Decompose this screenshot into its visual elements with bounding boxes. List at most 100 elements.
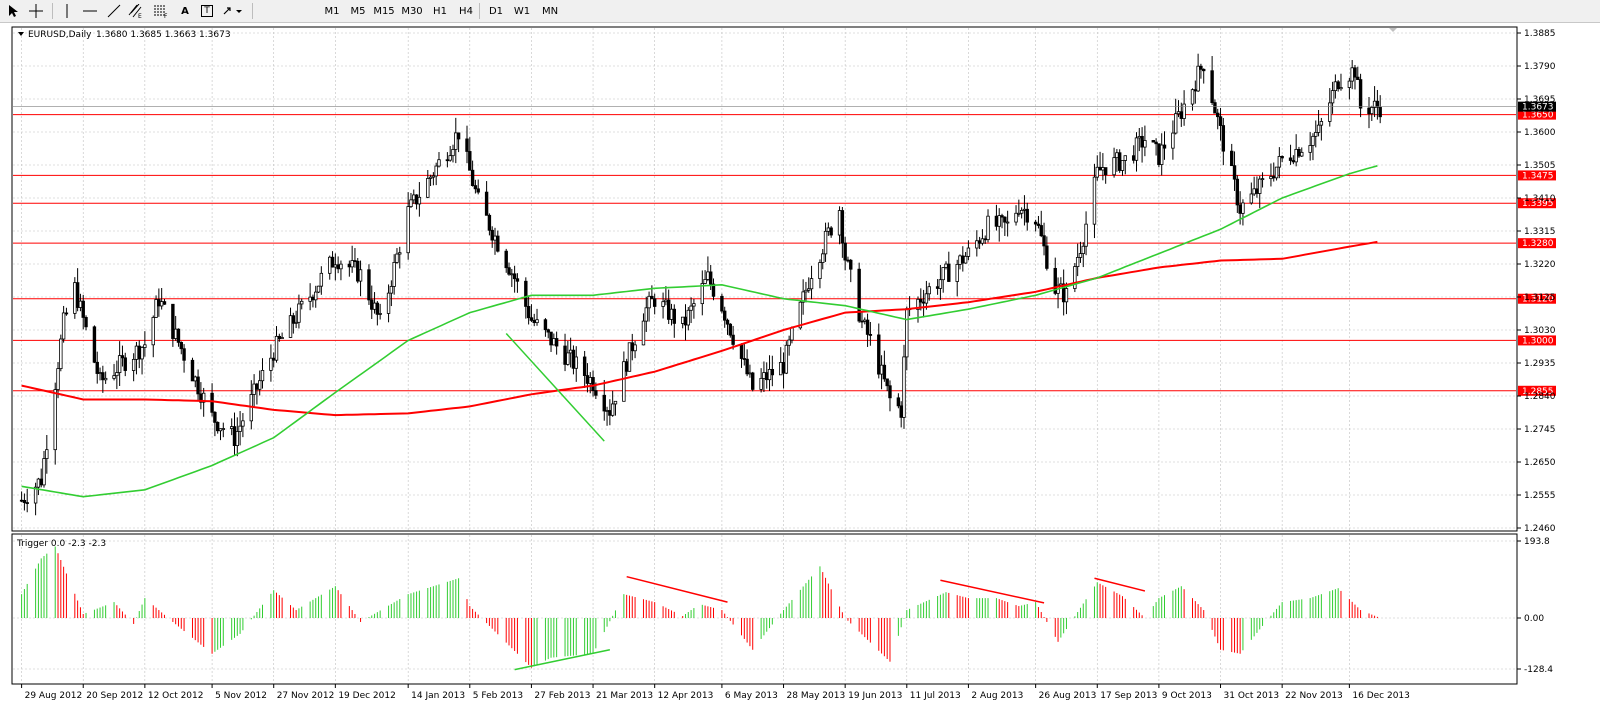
candle-bull [1311, 135, 1315, 146]
candle-bull [252, 383, 256, 395]
price-tick-label: 1.3125 [1524, 293, 1556, 303]
candle-bull [610, 403, 615, 416]
candle-bear [549, 331, 553, 346]
date-tick-label: 26 Aug 2013 [1039, 691, 1097, 701]
candle-bear [367, 269, 371, 301]
candle-bull [1308, 145, 1312, 153]
candle-bull [1274, 166, 1279, 179]
candle-bull [927, 286, 931, 295]
cursor-arrow-icon[interactable] [4, 2, 22, 20]
candle-bear [137, 345, 141, 360]
candle-bear [896, 397, 901, 407]
vertical-line-icon[interactable] [58, 2, 76, 20]
price-tick-label: 1.2935 [1524, 359, 1556, 369]
candle-bull [103, 377, 108, 381]
candle-bull [1064, 288, 1069, 303]
osc-trendline[interactable] [1094, 577, 1146, 592]
level-tag [1518, 238, 1556, 249]
oscillator-axis: 193.8 0.00 -128.4 [1517, 537, 1553, 675]
timeframe-d1-button[interactable]: D1 [488, 5, 504, 17]
timeframe-m5-button[interactable]: M5 [350, 5, 366, 17]
candle-bear [840, 210, 845, 244]
candle-bear [1199, 65, 1203, 70]
text-label-button[interactable]: T [198, 2, 216, 20]
candle-bull [1019, 209, 1024, 214]
timeframe-m1-button[interactable]: M1 [324, 5, 340, 17]
candle-bear [1179, 111, 1184, 119]
candle-bear [868, 334, 873, 336]
candle-bear [1375, 100, 1380, 108]
osc-trendline[interactable] [940, 579, 1045, 604]
timeframe-w1-button[interactable]: W1 [513, 5, 531, 17]
candle-bear [1025, 208, 1029, 223]
shift-marker-icon[interactable] [1389, 28, 1397, 32]
trendline-icon[interactable] [104, 2, 124, 20]
osc-trendline[interactable] [514, 649, 611, 671]
candle-bull [622, 361, 626, 402]
level-label: 1.3475 [1522, 171, 1554, 181]
candle-bull [98, 372, 102, 375]
date-tick-label: 19 Jun 2013 [848, 691, 902, 701]
candle-bull [294, 321, 298, 324]
price-tick-label: 1.3030 [1524, 326, 1556, 336]
osc-trendline[interactable] [626, 575, 728, 603]
candle-bull [151, 317, 155, 346]
candle-bull [115, 372, 119, 377]
candle-bull [406, 206, 410, 254]
candle-bear [849, 259, 853, 270]
timeframe-h4-button[interactable]: H4 [459, 5, 473, 17]
candle-bear [162, 301, 167, 305]
collapse-arrow-icon[interactable] [18, 32, 24, 36]
crosshair-icon[interactable] [26, 2, 46, 20]
fibonacci-icon[interactable]: F [150, 2, 172, 20]
candle-bear [1297, 148, 1301, 157]
candle-bear [196, 376, 200, 395]
candle-bull [1190, 89, 1195, 105]
candle-bear [630, 342, 634, 352]
candle-bear [1210, 70, 1214, 104]
price-trendline[interactable] [505, 332, 605, 442]
candle-bull [804, 289, 808, 293]
candle-bear [857, 268, 861, 322]
date-tick-label: 20 Sep 2012 [86, 691, 143, 701]
candle-bear [484, 191, 489, 216]
candle-bull [1174, 113, 1178, 134]
candle-bull [1319, 121, 1324, 126]
candle-bull [316, 285, 321, 293]
candle-bull [1249, 193, 1254, 204]
candle-bull [1115, 152, 1119, 159]
candle-bull [980, 238, 985, 244]
candle-bear [1154, 141, 1158, 145]
candle-bull [61, 312, 66, 340]
candle-bear [1238, 204, 1242, 214]
candle-bull [779, 362, 783, 376]
candle-bull [863, 319, 867, 322]
horizontal-line-icon[interactable] [80, 2, 100, 20]
indicator-title: Trigger 0.0 -2.3 -2.3 [16, 539, 106, 549]
candle-bull [574, 356, 578, 369]
chart-window[interactable]: 1.3650 1.3475 1.3395 1.3280 1.3120 1.3000 1.28… [0, 23, 1600, 707]
candle-bull [218, 428, 223, 432]
candle-bear [19, 499, 24, 502]
candle-bull [428, 176, 433, 179]
text-tool-button[interactable]: A [181, 5, 189, 17]
candle-bear [652, 298, 657, 307]
ma-fast-line [21, 165, 1378, 498]
timeframe-m30-button[interactable]: M30 [401, 5, 423, 17]
candle-bear [375, 302, 380, 315]
arrows-dropdown-icon[interactable] [220, 2, 246, 20]
equidistant-channel-icon[interactable]: E [126, 2, 146, 20]
candle-bull [358, 269, 363, 282]
candle-bear [624, 361, 629, 372]
candle-bull [703, 279, 707, 284]
timeframe-h1-button[interactable]: H1 [433, 5, 447, 17]
candle-bear [591, 377, 595, 392]
timeframe-m15-button[interactable]: M15 [373, 5, 395, 17]
candle-bull [924, 293, 929, 304]
timeframe-mn-button[interactable]: MN [541, 5, 559, 17]
candle-bear [594, 390, 598, 396]
candle-bull [235, 431, 239, 446]
candle-bear [1039, 225, 1043, 237]
candle-bull [748, 372, 752, 375]
candle-bull [398, 252, 402, 255]
